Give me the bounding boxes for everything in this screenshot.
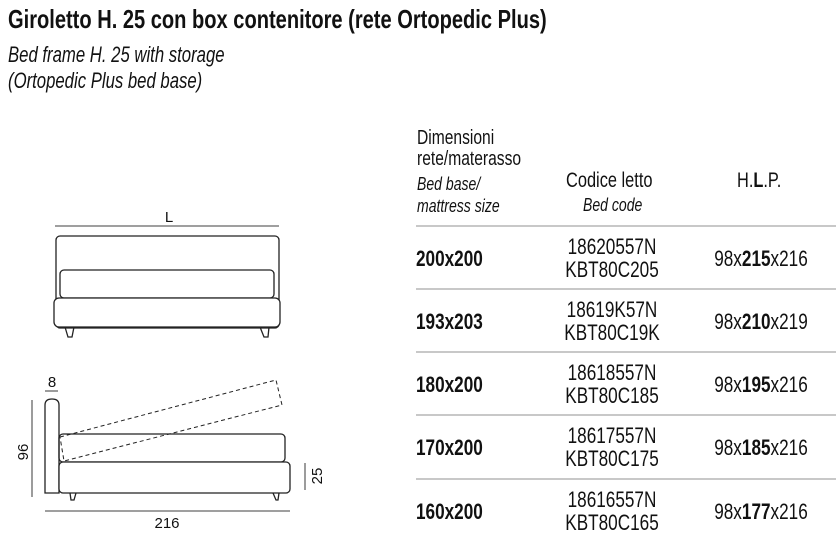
row-code-2: KBT80C205 — [565, 257, 659, 282]
row-hlp: 98x195x216 — [699, 373, 824, 396]
hlp-l: 185 — [741, 435, 771, 460]
hlp-h: 98x — [714, 246, 742, 271]
side-view — [31, 379, 306, 512]
row-divider — [416, 225, 836, 227]
subtitle-line-1: Bed frame H. 25 with storage — [8, 42, 225, 67]
row-code-1: 18619K57N — [566, 297, 658, 322]
headboard-thickness-label: 8 — [48, 374, 56, 391]
lifted-base-dashed — [59, 379, 283, 462]
hlp-h: 98x — [714, 499, 742, 524]
header-l: L — [753, 169, 764, 192]
headboard-front — [55, 235, 280, 329]
row-code-1: 18620557N — [567, 234, 657, 259]
row-size: 170x200 — [416, 435, 483, 460]
row-divider — [416, 288, 836, 290]
row-divider — [416, 414, 836, 416]
row-hlp: 98x210x219 — [699, 310, 824, 333]
row-code-2: KBT80C19K — [564, 320, 660, 345]
length-label: 216 — [154, 515, 179, 532]
hlp-l: 177 — [741, 499, 771, 524]
header-size-it-2: rete/materasso — [417, 148, 522, 170]
height-label: 96 — [15, 444, 32, 461]
row-divider — [416, 351, 836, 353]
hlp-l: 215 — [741, 246, 771, 271]
row-code-1: 18616557N — [567, 487, 657, 512]
front-view — [53, 225, 281, 338]
row-hlp: 98x215x216 — [699, 247, 824, 270]
row-divider — [416, 478, 836, 480]
row-size: 193x203 — [416, 309, 483, 334]
width-label: L — [165, 209, 173, 226]
base-side — [58, 461, 291, 494]
row-code-2: KBT80C185 — [565, 383, 659, 408]
hlp-l: 195 — [741, 372, 771, 397]
hlp-p: x216 — [770, 435, 808, 460]
header-code-en: Bed code — [583, 195, 643, 215]
hlp-p: x219 — [770, 309, 808, 334]
row-code-2: KBT80C165 — [565, 510, 659, 535]
header-hlp: H.L.P. — [737, 169, 782, 192]
header-size-it-1: Dimensioni — [417, 127, 495, 149]
subtitle-line-2: (Ortopedic Plus bed base) — [8, 68, 203, 93]
row-code-2: KBT80C175 — [565, 446, 659, 471]
header-h: H. — [737, 169, 754, 192]
headboard-side — [44, 398, 60, 494]
row-code-1: 18618557N — [567, 360, 657, 385]
header-p: .P. — [763, 169, 782, 192]
row-hlp: 98x185x216 — [699, 436, 824, 459]
foot-right — [259, 326, 270, 338]
base-front — [53, 297, 281, 328]
frame-height-label: 25 — [309, 468, 326, 485]
row-size: 180x200 — [416, 372, 483, 397]
row-code-1: 18617557N — [567, 423, 657, 448]
header-size-en-1: Bed base/ — [417, 174, 481, 194]
mattress-side — [58, 433, 286, 463]
hlp-h: 98x — [714, 372, 742, 397]
header-size-en-2: mattress size — [417, 196, 500, 216]
hlp-p: x216 — [770, 372, 808, 397]
header-code-it: Codice letto — [566, 169, 653, 192]
foot-left — [64, 326, 75, 338]
page-title: Giroletto H. 25 con box contenitore (ret… — [8, 4, 547, 34]
row-hlp: 98x177x216 — [699, 500, 824, 523]
hlp-l: 210 — [741, 309, 771, 334]
row-size: 200x200 — [416, 246, 483, 271]
hlp-h: 98x — [714, 309, 742, 334]
hlp-h: 98x — [714, 435, 742, 460]
mattress-front — [59, 269, 275, 299]
hlp-p: x216 — [770, 246, 808, 271]
row-size: 160x200 — [416, 499, 483, 524]
hlp-p: x216 — [770, 499, 808, 524]
